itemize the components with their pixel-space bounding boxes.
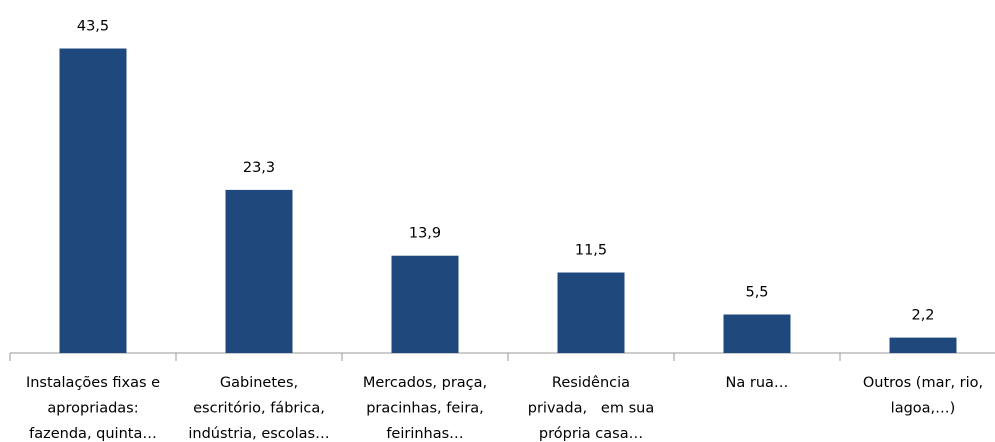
bar — [723, 314, 791, 353]
x-tick-label: Instalações fixas e — [26, 375, 160, 391]
x-tick-label: escritório, fábrica, — [193, 401, 325, 417]
x-tick-label: própria casa… — [539, 426, 643, 442]
x-tick-label: indústria, escolas… — [188, 426, 329, 442]
value-label: 43,5 — [77, 19, 109, 35]
value-label: 2,2 — [911, 308, 934, 324]
x-tick-label: apropriadas: — [47, 401, 138, 417]
x-tick-label: Residência — [552, 375, 630, 391]
x-tick-label: feirinhas… — [386, 426, 463, 442]
value-label: 5,5 — [745, 285, 768, 301]
bar — [557, 272, 625, 353]
value-label: 11,5 — [575, 243, 607, 259]
x-tick-label: lagoa,…) — [891, 401, 956, 417]
bar — [225, 189, 293, 353]
value-label: 23,3 — [243, 160, 275, 176]
value-label: 13,9 — [409, 226, 441, 242]
x-tick-label: pracinhas, feira, — [366, 401, 484, 417]
x-tick-label: Na rua… — [726, 375, 789, 391]
bar — [391, 255, 459, 353]
x-tick-label: Outros (mar, rio, — [863, 375, 983, 391]
x-tick-label: Mercados, praça, — [363, 375, 487, 391]
bar — [889, 337, 957, 353]
bar — [59, 48, 127, 353]
x-tick-label: privada, em sua — [528, 401, 654, 417]
x-tick-label: Gabinetes, — [220, 375, 298, 391]
x-tick-label: fazenda, quinta… — [29, 426, 157, 442]
